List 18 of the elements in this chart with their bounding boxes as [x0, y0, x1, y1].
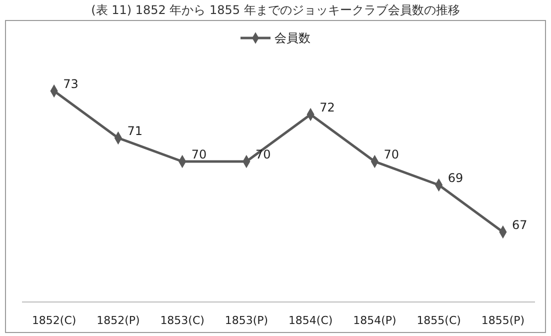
data-label: 70: [191, 148, 207, 162]
x-tick-label: 1854(P): [353, 314, 396, 327]
data-label: 67: [512, 218, 528, 232]
data-label: 70: [255, 148, 271, 162]
x-tick-label: 1855(C): [416, 314, 461, 327]
legend-label: 会員数: [274, 31, 310, 45]
chart-title: (表 11) 1852 年から 1855 年までのジョッキークラブ会員数の推移: [91, 3, 460, 17]
data-label: 70: [384, 148, 399, 162]
data-label: 71: [127, 124, 142, 138]
x-tick-label: 1853(P): [224, 314, 268, 327]
data-label: 73: [63, 77, 78, 91]
x-tick-label: 1852(C): [32, 314, 76, 327]
x-tick-label: 1852(P): [96, 314, 140, 327]
data-label: 72: [320, 100, 335, 114]
data-label: 69: [448, 171, 464, 185]
x-tick-label: 1853(C): [160, 314, 204, 327]
x-tick-label: 1855(P): [481, 314, 525, 327]
x-tick-label: 1854(C): [288, 314, 333, 327]
